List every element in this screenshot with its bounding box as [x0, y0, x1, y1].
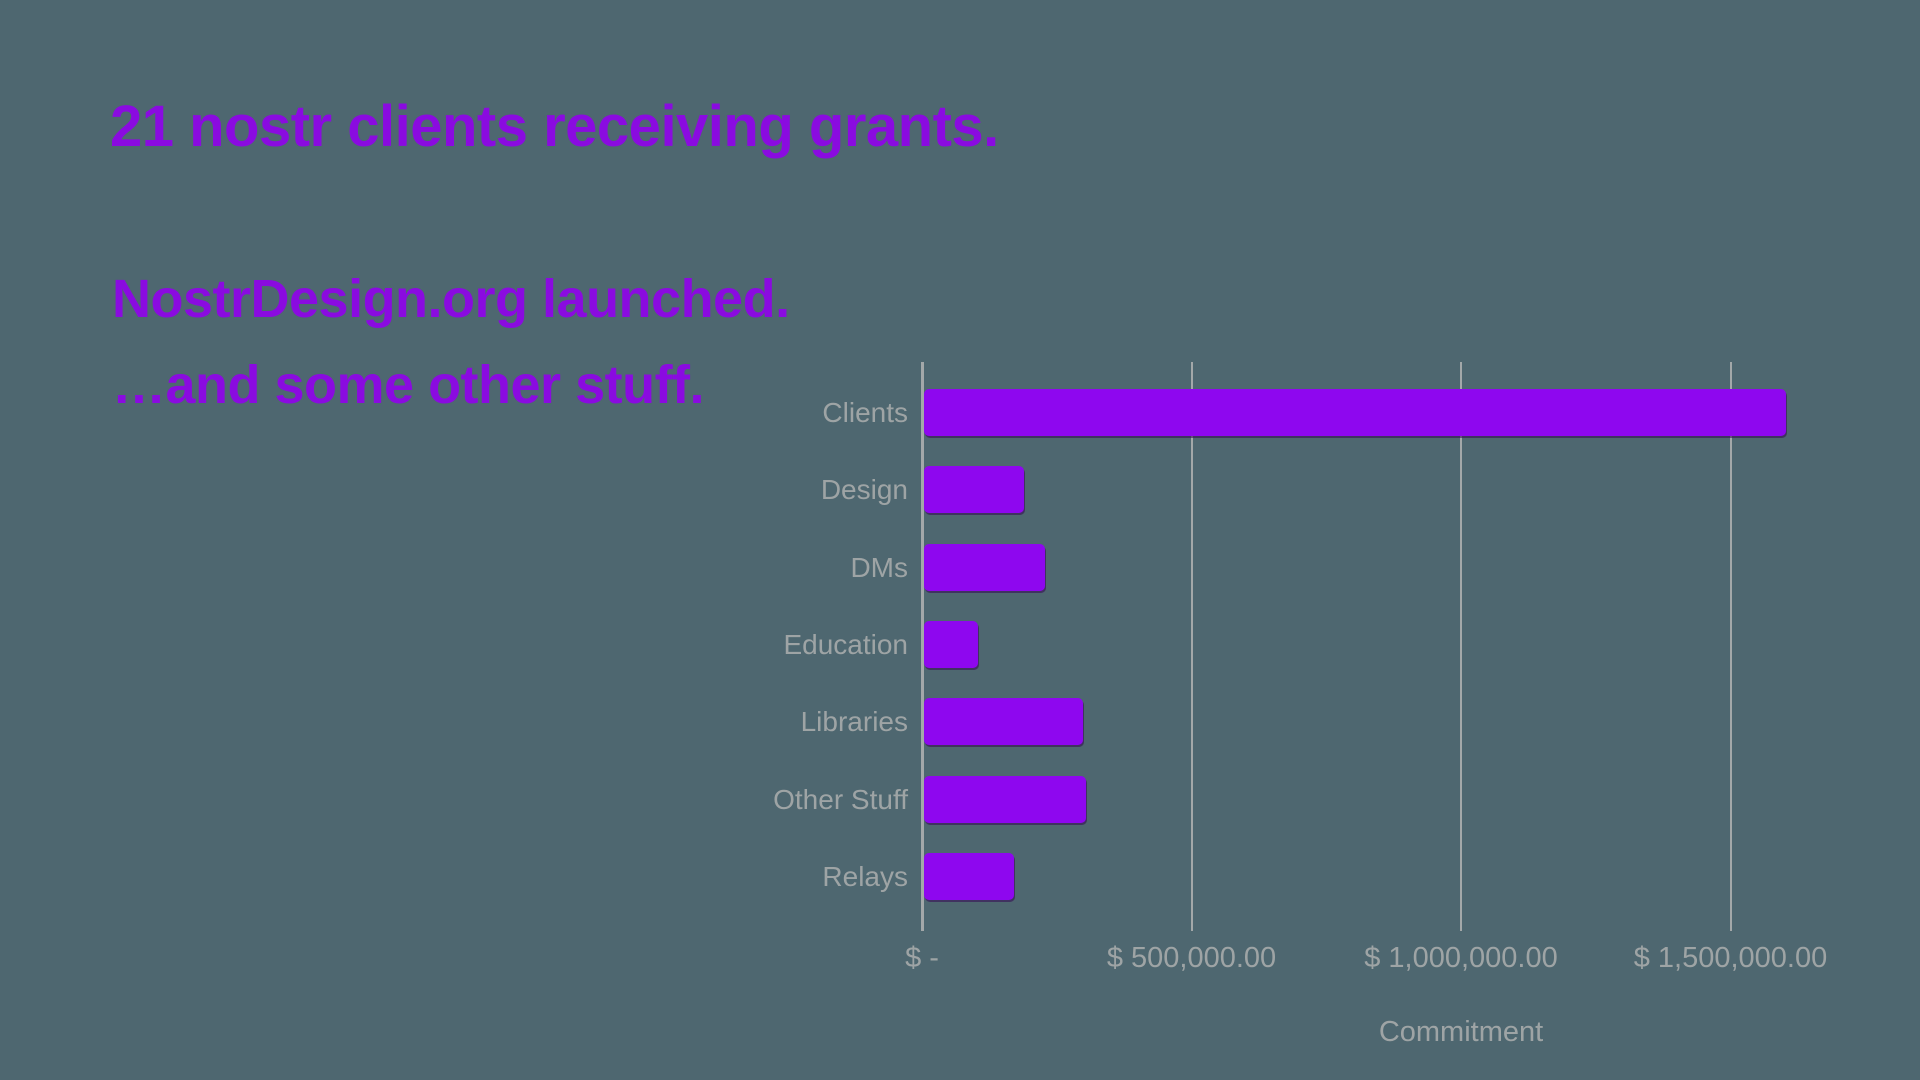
bar-education	[924, 621, 978, 669]
category-label-other-stuff: Other Stuff	[773, 783, 908, 815]
bar-other-stuff	[924, 775, 1086, 823]
bar-dms	[924, 543, 1046, 591]
bar-design	[924, 466, 1024, 514]
gridline-500000	[1190, 362, 1193, 931]
heading-other-stuff: …and some other stuff.	[112, 355, 705, 415]
x-tick-label-3: $ 1,500,000.00	[1633, 942, 1828, 974]
gridline-1500000	[1729, 362, 1732, 931]
bar-clients	[924, 389, 1787, 437]
heading-nostrdesign: NostrDesign.org launched.	[112, 269, 790, 329]
bar-libraries	[924, 698, 1083, 746]
x-tick-label-1: $ 500,000.00	[1106, 942, 1277, 974]
category-label-education: Education	[783, 628, 908, 660]
category-label-design: Design	[820, 474, 908, 506]
bar-relays	[924, 852, 1015, 900]
x-tick-label-2: $ 1,000,000.00	[1364, 942, 1558, 974]
heading-grants: 21 nostr clients receiving grants.	[110, 94, 999, 159]
category-label-clients: Clients	[822, 397, 908, 428]
x-axis-title: Commitment	[1378, 1016, 1544, 1048]
category-axis-line	[920, 362, 924, 931]
gridline-1000000	[1460, 362, 1462, 931]
x-tick-label-0: $ -	[905, 942, 939, 974]
category-label-relays: Relays	[822, 860, 908, 892]
category-label-libraries: Libraries	[800, 706, 908, 738]
category-label-dms: DMs	[850, 551, 908, 583]
